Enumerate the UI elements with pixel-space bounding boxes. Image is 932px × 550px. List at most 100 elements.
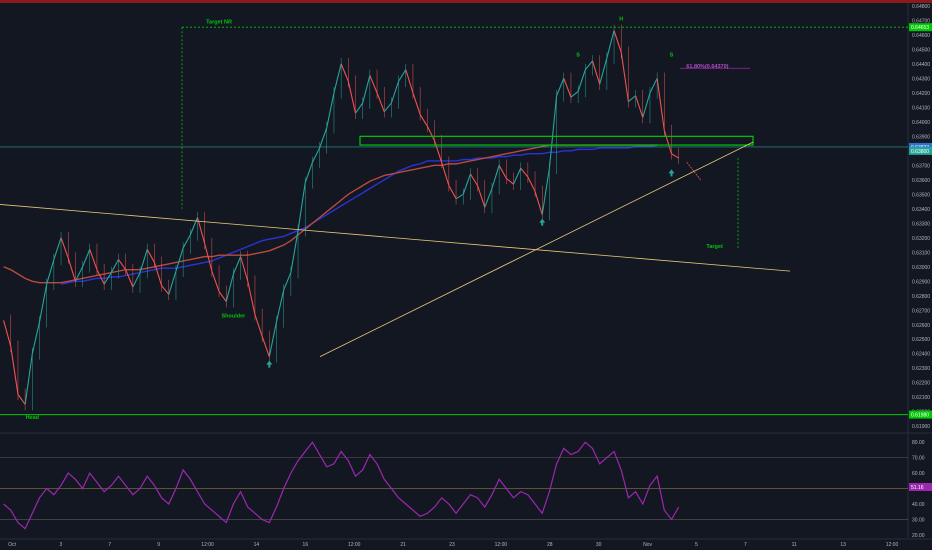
price-segment (527, 176, 536, 192)
price-badge (909, 410, 932, 419)
price-segment (512, 167, 522, 185)
price-segment (82, 249, 91, 267)
price-segment (620, 52, 629, 102)
price-segment (333, 63, 342, 93)
price-tick-label: 0.62900 (912, 279, 930, 285)
chart-series (3, 24, 679, 411)
price-tick-label: 0.63600 (912, 178, 930, 184)
price-segment (31, 321, 41, 354)
price-segment (613, 30, 622, 53)
ma-slow-line (3, 144, 658, 284)
price-segment (584, 60, 593, 71)
price-segment (498, 165, 507, 179)
price-segment (419, 114, 428, 127)
price-segment (38, 284, 48, 322)
time-tick-label: 12:00 (886, 542, 899, 548)
time-tick-label: 13 (840, 542, 846, 548)
price-tick-label: 0.63100 (912, 250, 930, 256)
price-segment (628, 95, 636, 102)
target-nr-label: Target NR (206, 19, 232, 25)
up-arrow-icon (539, 218, 546, 226)
price-badge (909, 23, 932, 32)
time-tick-label: 16 (303, 542, 309, 548)
up-arrow-icon (668, 169, 675, 177)
price-tick-label: 0.64800 (912, 4, 930, 10)
price-segment (671, 153, 679, 159)
price-segment (67, 257, 76, 282)
head-label: Head (26, 415, 39, 421)
price-segment (110, 259, 119, 273)
up-arrow-icon (266, 360, 273, 368)
price-tick-label: 0.64700 (912, 18, 930, 24)
fib-label: 61.80%(0.64370) (686, 64, 728, 70)
price-tick-label: 0.63300 (912, 221, 930, 227)
time-tick-label: 9 (157, 542, 160, 548)
price-segment (656, 78, 665, 131)
price-segment (491, 165, 500, 189)
price-segment (455, 193, 464, 200)
price-segment (290, 230, 299, 273)
price-segment (469, 173, 479, 186)
price-segment (642, 92, 651, 118)
ma-fast-line (60, 144, 658, 285)
price-axis: 0.64800 0.64700 0.64600 0.64500 0.64400 0.643… (909, 4, 932, 430)
price-tick-label: 0.64400 (912, 62, 930, 68)
price-segment (3, 320, 12, 347)
price-segment (556, 78, 565, 96)
price-segment (362, 75, 371, 104)
price-segment (606, 30, 615, 59)
price-tick-label: 0.62300 (912, 366, 930, 372)
price-segment (635, 95, 644, 118)
time-tick-label: Oct (8, 542, 16, 548)
price-segment (218, 291, 227, 302)
price-tick-label: 0.64200 (912, 91, 930, 97)
price-segment (383, 102, 392, 113)
price-segment (477, 185, 486, 208)
price-segment (168, 270, 177, 295)
price-segment (304, 162, 313, 183)
price-segment (53, 237, 62, 260)
price-segment (591, 60, 601, 85)
time-tick-label: 12:00 (201, 542, 214, 548)
chart-grid (0, 3, 932, 540)
price-tick-label: 0.62700 (912, 308, 930, 314)
price-segment (60, 237, 69, 259)
time-tick-label: 7 (108, 542, 111, 548)
time-tick-label: 5 (695, 542, 698, 548)
price-segment (441, 162, 450, 186)
price-tick-label: 0.64600 (912, 33, 930, 39)
price-segment (204, 243, 213, 272)
price-segment (103, 272, 112, 285)
price-segment (74, 266, 84, 282)
rsi-tick-label: 40.00 (912, 502, 925, 508)
rsi-line (3, 441, 680, 530)
price-badge-label: 0.63800 (911, 149, 929, 155)
price-segment (548, 95, 558, 169)
price-segment (118, 259, 127, 270)
time-tick-label: 12:00 (348, 542, 361, 548)
time-tick-label: 28 (547, 542, 553, 548)
s-left-label: S (576, 53, 580, 59)
price-segment (462, 173, 471, 195)
time-tick-label: 21 (400, 542, 406, 548)
projection-arrow (686, 161, 701, 181)
time-tick-label: 3 (59, 542, 62, 548)
time-tick-label: 7 (744, 542, 747, 548)
price-segment (89, 249, 98, 270)
price-tick-label: 0.64000 (912, 120, 930, 126)
price-segment (376, 92, 385, 112)
price-tick-label: 0.62100 (912, 395, 930, 401)
price-segment (175, 247, 184, 272)
price-segment (326, 92, 335, 128)
price-segment (139, 249, 148, 273)
price-tick-label: 0.63200 (912, 236, 930, 242)
time-tick-label: 14 (254, 542, 260, 548)
price-segment (484, 188, 493, 208)
price-tick-label: 0.63700 (912, 163, 930, 169)
price-tick-label: 0.61900 (912, 424, 930, 430)
price-segment (196, 217, 206, 244)
price-segment (247, 281, 256, 315)
price-segment (426, 125, 435, 141)
